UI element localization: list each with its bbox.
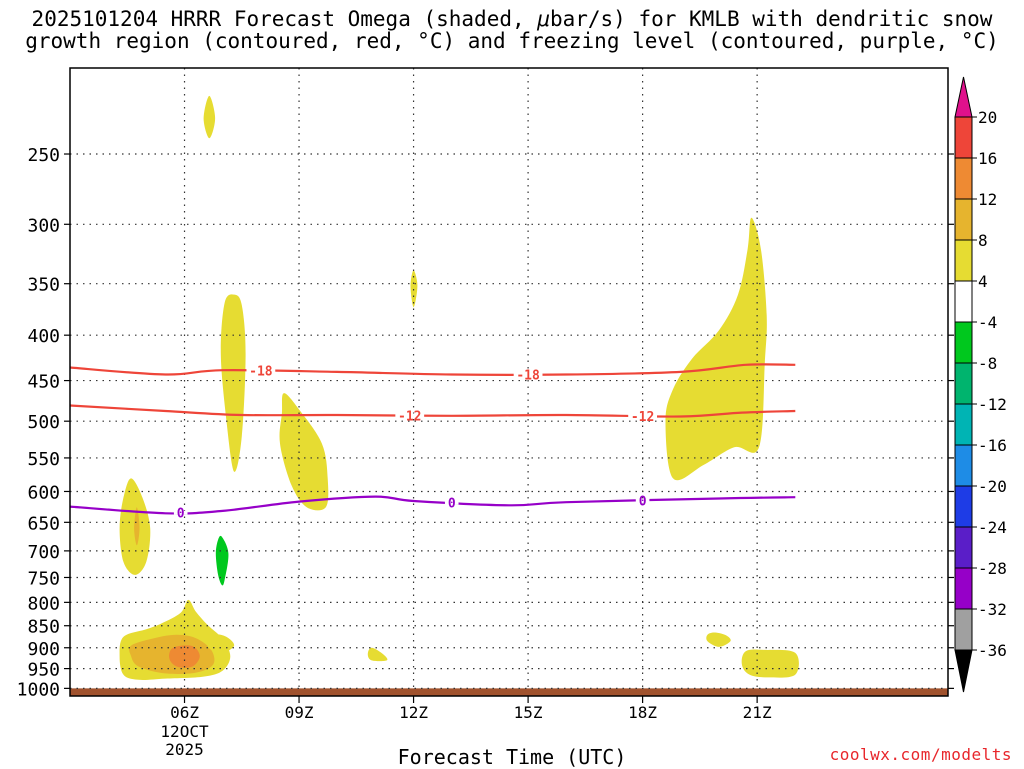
omega-shading [119, 95, 799, 680]
plot-frame [69, 67, 949, 697]
y-tick-label: 600 [27, 482, 60, 503]
colorbar-band [954, 567, 973, 610]
y-tick-label: 350 [27, 275, 60, 296]
isotherm-minus18 [70, 363, 796, 376]
x-axis-label: Forecast Time (UTC) [397, 745, 627, 769]
colorbar-band [954, 116, 973, 159]
y-tick-label: 550 [27, 449, 60, 470]
y-tick-label: 450 [27, 372, 60, 393]
omega-area-negative [215, 535, 229, 586]
colorbar-band [954, 321, 973, 364]
x-tick-label: 18Z [628, 703, 657, 722]
colorbar-label: -4 [978, 313, 997, 332]
colorbar-label: -28 [978, 559, 1007, 578]
y-tick-label: 250 [27, 145, 60, 166]
colorbar-band [954, 608, 973, 651]
grid [70, 68, 948, 689]
y-tick-label: 500 [27, 412, 60, 433]
x-tick-label: 06Z [170, 703, 199, 722]
omega-area-low-small-2 [367, 647, 388, 662]
omega-area-right-upper [665, 217, 767, 481]
colorbar: 20 16 12 8 4 -4 -8 -12 -16 -20 -24 -28 -32 -36 [954, 76, 1007, 693]
y-tick-label: 400 [27, 326, 60, 347]
colorbar-label: -32 [978, 600, 1007, 619]
y-tick-label: 850 [27, 617, 60, 638]
colorbar-band [954, 362, 973, 405]
freezing-level-label: 0 [177, 507, 185, 522]
y-tick-label: 900 [27, 639, 60, 660]
y-tick-label: 950 [27, 660, 60, 681]
y-tick-label: 650 [27, 513, 60, 534]
colorbar-bottom-arrow [954, 649, 973, 693]
omega-area-right-low [741, 649, 799, 678]
colorbar-label: -20 [978, 477, 1007, 496]
omega-area-low-small-1 [207, 634, 235, 654]
colorbar-band [954, 444, 973, 487]
isotherm-minus18-label: -18 [249, 365, 273, 380]
colorbar-label: -24 [978, 518, 1007, 537]
x-tick-date-label: 2025 [165, 740, 204, 759]
omega-area-center [279, 393, 329, 511]
omega-area-center-small [410, 270, 418, 308]
x-tick-date-label: 12OCT [160, 722, 209, 741]
x-tick-label: 12Z [399, 703, 428, 722]
colorbar-band [954, 280, 973, 323]
omega-area-top-small [203, 95, 216, 139]
colorbar-label: -36 [978, 641, 1007, 660]
colorbar-label: -16 [978, 436, 1007, 455]
chart-title-line2: growth region (contoured, red, °C) and f… [25, 29, 999, 53]
colorbar-top-arrow [954, 76, 973, 118]
y-tick-label: 800 [27, 593, 60, 614]
title-prefix: 2025101204 HRRR Forecast Omega (shaded, [31, 7, 538, 31]
x-tick-label: 09Z [285, 703, 314, 722]
freezing-level-label: 0 [448, 497, 456, 512]
credit-text: coolwx.com/modelts [829, 745, 1012, 764]
colorbar-label: 12 [978, 190, 997, 209]
isotherm-minus12-label: -12 [398, 409, 421, 424]
colorbar-band [954, 198, 973, 241]
isotherm-minus12 [70, 404, 796, 418]
isotherm-minus18-label: -18 [516, 369, 540, 384]
freezing-level-label: 0 [639, 494, 647, 509]
x-tick-label: 21Z [743, 703, 772, 722]
freezing-level [70, 495, 796, 515]
title-suffix: bar/s) for KMLB with dendritic snow [549, 7, 993, 31]
omega-area-upper-left [220, 294, 246, 472]
colorbar-label: -12 [978, 395, 1007, 414]
colorbar-label: 8 [978, 231, 988, 250]
omega-area-left-low-core [169, 645, 200, 668]
colorbar-band [954, 485, 973, 528]
colorbar-label: 4 [978, 272, 988, 291]
isotherm-minus12-label: -12 [631, 410, 654, 425]
colorbar-band [954, 239, 973, 282]
colorbar-band [954, 157, 973, 200]
colorbar-label: 16 [978, 149, 997, 168]
colorbar-label: -8 [978, 354, 997, 373]
y-tick-label: 700 [27, 542, 60, 563]
colorbar-label: 20 [978, 108, 997, 127]
y-tick-label: 1000 [17, 679, 60, 700]
omega-area-left-mid-core [134, 507, 140, 546]
x-tick-label: 15Z [514, 703, 543, 722]
colorbar-band [954, 526, 973, 569]
terrain-band [70, 688, 948, 696]
colorbar-band [954, 403, 973, 446]
mu-symbol: μ [537, 7, 550, 31]
omega-area-right-low-small [706, 632, 731, 647]
y-tick-label: 300 [27, 215, 60, 236]
chart-title-line1: 2025101204 HRRR Forecast Omega (shaded, … [0, 8, 1024, 30]
y-tick-label: 750 [27, 568, 60, 589]
